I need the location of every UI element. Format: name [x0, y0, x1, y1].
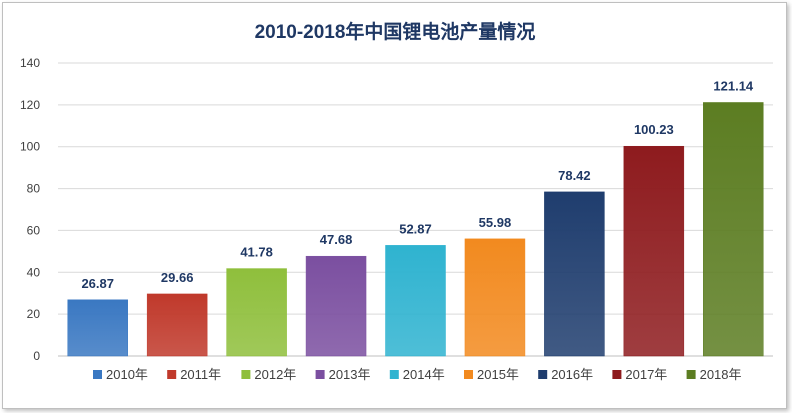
data-label: 100.23 — [634, 122, 674, 137]
y-tick-label: 40 — [27, 265, 41, 279]
legend-label: 2014年 — [403, 367, 445, 382]
chart-title: 2010-2018年中国锂电池产量情况 — [255, 20, 536, 43]
legend-swatch — [686, 370, 696, 379]
legend-label: 2015年 — [477, 367, 519, 382]
legend-label: 2017年 — [625, 367, 667, 382]
y-tick-label: 80 — [27, 182, 41, 196]
data-labels: 26.87 29.66 41.78 47.68 52.87 55.98 78.42 100.2… — [81, 78, 753, 290]
bar-5 — [385, 245, 446, 357]
bar-2 — [146, 293, 208, 357]
y-tick-label: 20 — [27, 307, 41, 321]
legend-swatch — [612, 370, 622, 379]
bar-7 — [544, 191, 605, 357]
data-label: 26.87 — [81, 276, 114, 291]
data-label: 121.14 — [713, 78, 754, 93]
data-label: 78.42 — [558, 168, 591, 183]
legend-swatch — [464, 370, 473, 379]
bar-1 — [67, 299, 128, 357]
bar-4 — [305, 255, 367, 357]
data-label: 29.66 — [161, 270, 194, 285]
y-tick-label: 100 — [20, 140, 40, 154]
y-tick-label: 120 — [20, 98, 40, 112]
data-label: 52.87 — [399, 221, 432, 236]
legend: 2010年 2011年 2012年 2013年 2014年 2015年 2016年 2017年… — [93, 367, 742, 382]
legend-label: 2012年 — [254, 367, 296, 382]
chart-frame: 2010-2018年中国锂电池产量情况 0 20 40 60 80 100 120 140 2… — [2, 2, 787, 409]
bar-9 — [703, 102, 764, 357]
legend-swatch — [389, 370, 399, 379]
legend-label: 2011年 — [180, 367, 221, 382]
bar-8 — [623, 145, 685, 357]
y-tick-label: 0 — [33, 349, 40, 363]
y-tick-label: 60 — [27, 223, 41, 237]
bar-chart: 2010-2018年中国锂电池产量情况 0 20 40 60 80 100 120 140 2… — [20, 20, 773, 382]
bars — [67, 102, 764, 357]
data-label: 47.68 — [320, 232, 353, 247]
legend-label: 2010年 — [106, 367, 148, 382]
legend-label: 2016年 — [551, 367, 593, 382]
legend-label: 2018年 — [700, 367, 742, 382]
y-axis-ticks: 0 20 40 60 80 100 120 140 — [20, 56, 40, 363]
data-label: 55.98 — [479, 215, 512, 230]
bar-6 — [464, 238, 526, 357]
legend-label: 2013年 — [329, 367, 371, 382]
data-label: 41.78 — [240, 245, 273, 260]
legend-swatch — [167, 370, 177, 379]
bar-3 — [226, 268, 287, 357]
legend-swatch — [93, 370, 102, 379]
legend-swatch — [315, 370, 325, 379]
y-tick-label: 140 — [20, 56, 40, 70]
legend-swatch — [538, 370, 548, 379]
legend-swatch — [241, 370, 251, 379]
